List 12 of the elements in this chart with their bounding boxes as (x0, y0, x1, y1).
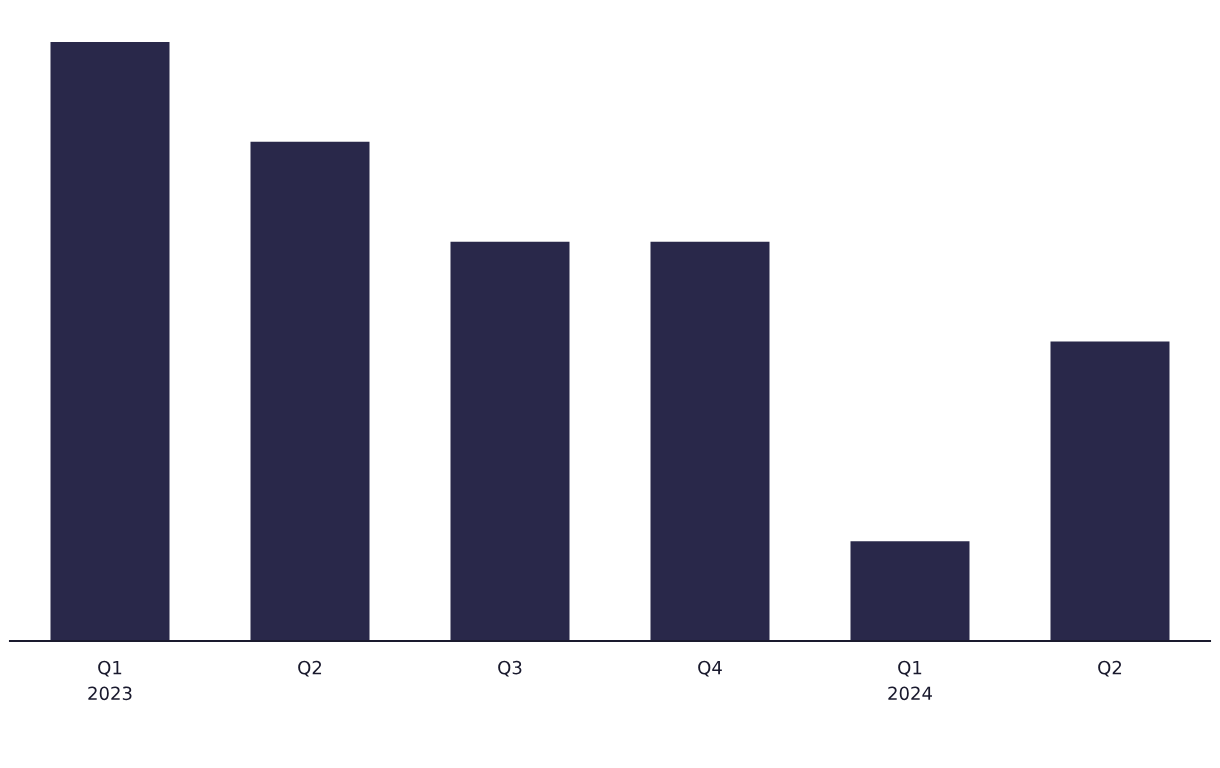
bar (50, 42, 170, 641)
bar (1050, 341, 1170, 641)
bar (650, 241, 770, 641)
bar (850, 541, 970, 641)
bar (450, 241, 570, 641)
x-tick-label: Q2 (1098, 660, 1122, 677)
x-tick-label: Q1 2023 (88, 660, 132, 701)
x-tick-label: Q4 (698, 660, 722, 677)
bar (250, 141, 370, 641)
x-tick-label: Q2 (298, 660, 322, 677)
x-tick-label: Q1 2024 (888, 660, 932, 701)
x-tick-label: Q3 (498, 660, 522, 677)
